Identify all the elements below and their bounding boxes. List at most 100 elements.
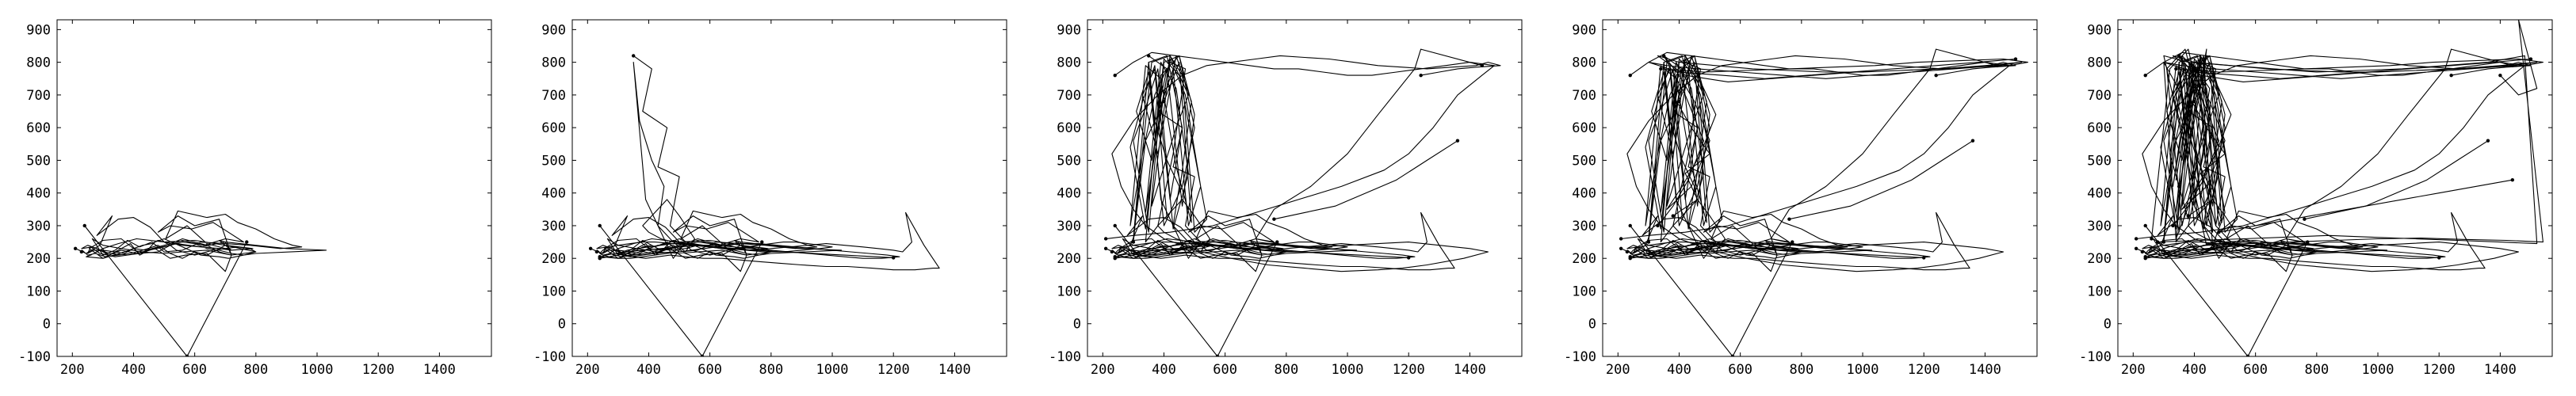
y-tick-label: 100 xyxy=(2087,284,2112,299)
y-tick-label: 0 xyxy=(1073,317,1081,333)
series-endpoint-8-1 xyxy=(1619,237,1623,241)
y-tick-label: 800 xyxy=(541,55,566,71)
series-line-10 xyxy=(1648,55,2028,82)
x-tick-label: 1400 xyxy=(1969,362,2001,378)
series-line-8 xyxy=(1621,51,2010,240)
series-endpoint-1-1 xyxy=(73,246,78,251)
series-endpoint-9-2 xyxy=(1455,139,1460,143)
series-endpoint-5-1 xyxy=(631,54,636,58)
y-tick-label: 400 xyxy=(1057,186,1081,202)
series-endpoint-2-2 xyxy=(1113,223,1117,228)
x-tick-label: 1000 xyxy=(1332,362,1364,378)
y-tick-label: 300 xyxy=(2087,219,2112,234)
y-tick-label: 900 xyxy=(1057,22,1081,38)
series-endpoint-3-1 xyxy=(1215,354,1220,356)
series-line-4 xyxy=(2145,211,2486,271)
x-tick-label: 400 xyxy=(121,362,146,378)
series-line-8 xyxy=(1106,51,1495,240)
series-line-1 xyxy=(75,210,327,272)
y-tick-label: 500 xyxy=(2087,153,2112,169)
series-endpoint-4-2 xyxy=(598,254,602,259)
y-tick-label: 0 xyxy=(1588,317,1596,333)
series-line-2 xyxy=(2145,225,2249,356)
plot-frame xyxy=(2117,19,2553,357)
x-tick-label: 400 xyxy=(2182,362,2207,378)
y-tick-label: 800 xyxy=(2087,55,2112,71)
y-tick-label: 0 xyxy=(43,317,51,333)
x-tick-label: 400 xyxy=(1667,362,1691,378)
y-tick-label: 500 xyxy=(26,153,51,169)
y-tick-label: 700 xyxy=(1057,88,1081,104)
y-tick-label: 0 xyxy=(558,317,566,333)
y-tick-label: 300 xyxy=(1572,219,1596,234)
y-tick-label: 800 xyxy=(1057,55,1081,71)
series-line-14 xyxy=(2219,179,2513,233)
series-endpoint-1-1 xyxy=(2134,246,2138,251)
chart-panel-5: 200 400 600 800 1000 1200 1400 -100 0 100 200 300 40… xyxy=(2079,19,2553,378)
x-tick-label: 200 xyxy=(60,362,85,378)
series-endpoint-7-1 xyxy=(1480,63,1485,67)
x-tick-label: 1400 xyxy=(2484,362,2517,378)
plot-frame xyxy=(1602,19,2038,357)
x-tick-label: 600 xyxy=(698,362,722,378)
series-endpoint-2-2 xyxy=(82,223,86,228)
series-endpoint-7-2 xyxy=(1934,73,1938,78)
series-endpoint-8-2 xyxy=(1113,73,1117,78)
series-endpoint-9-2 xyxy=(2486,139,2490,143)
series-endpoint-4-2 xyxy=(2143,254,2147,259)
y-tick-label: 600 xyxy=(2087,120,2112,136)
series-line-9 xyxy=(1789,140,1974,220)
y-tick-label: 700 xyxy=(26,88,51,104)
x-tick-label: 800 xyxy=(243,362,268,378)
series-endpoint-11-2 xyxy=(1656,223,1660,228)
plot-frame xyxy=(1087,19,1523,357)
series-line-1 xyxy=(1620,210,1873,272)
series-endpoint-2-2 xyxy=(2143,223,2147,228)
y-tick-label: 900 xyxy=(1572,22,1596,38)
y-tick-label: 300 xyxy=(541,219,566,234)
series-endpoint-5-2 xyxy=(1407,256,1411,260)
series-endpoint-13-2 xyxy=(2498,73,2502,78)
series-line-7 xyxy=(1626,48,2016,272)
series-endpoint-5-2 xyxy=(892,256,896,260)
y-tick-label: 200 xyxy=(2087,251,2112,267)
series-line-8 xyxy=(2136,51,2525,240)
series-endpoint-1-2 xyxy=(1625,249,1630,254)
series-endpoint-8-1 xyxy=(2134,237,2138,241)
plot-frame xyxy=(56,19,492,357)
x-tick-label: 800 xyxy=(1274,362,1298,378)
x-tick-label: 800 xyxy=(1789,362,1814,378)
series-endpoint-14-2 xyxy=(2510,177,2515,182)
y-tick-label: 600 xyxy=(541,120,566,136)
series-line-7 xyxy=(1111,48,1501,272)
series-endpoint-8-2 xyxy=(1628,73,1632,78)
series-endpoint-1-2 xyxy=(79,249,84,254)
series-line-3 xyxy=(186,242,247,356)
series-endpoint-2-2 xyxy=(598,223,602,228)
series-endpoint-7-2 xyxy=(2449,73,2453,78)
series-line-5 xyxy=(1663,55,1924,259)
x-tick-label: 1200 xyxy=(1393,362,1425,378)
series-endpoint-10-1 xyxy=(2174,67,2178,71)
x-tick-label: 800 xyxy=(2304,362,2329,378)
chart-panel-3: 200 400 600 800 1000 1200 1400 -100 0 100 200 300 40… xyxy=(1049,19,1523,378)
series-endpoint-1-1 xyxy=(1619,246,1623,251)
series-line-7 xyxy=(2142,48,2532,272)
series-endpoint-10-2 xyxy=(2528,57,2533,61)
y-tick-label: 900 xyxy=(2087,22,2112,38)
y-tick-label: 900 xyxy=(26,22,51,38)
x-tick-label: 600 xyxy=(1728,362,1752,378)
x-tick-label: 1400 xyxy=(423,362,456,378)
x-tick-label: 1200 xyxy=(362,362,395,378)
series-line-11 xyxy=(2173,55,2232,227)
series-endpoint-9-1 xyxy=(1272,217,1276,221)
series-endpoint-6-1 xyxy=(1131,240,1136,244)
series-endpoint-3-1 xyxy=(1730,354,1735,356)
y-tick-label: -100 xyxy=(533,349,566,365)
series-line-4 xyxy=(599,211,940,271)
series-endpoint-12-2 xyxy=(2177,185,2181,188)
series-endpoint-12-1 xyxy=(2150,237,2154,241)
chart-panel-2: 200 400 600 800 1000 1200 1400 -100 0 100 200 300 40… xyxy=(533,19,1007,378)
y-tick-label: 500 xyxy=(1057,153,1081,169)
